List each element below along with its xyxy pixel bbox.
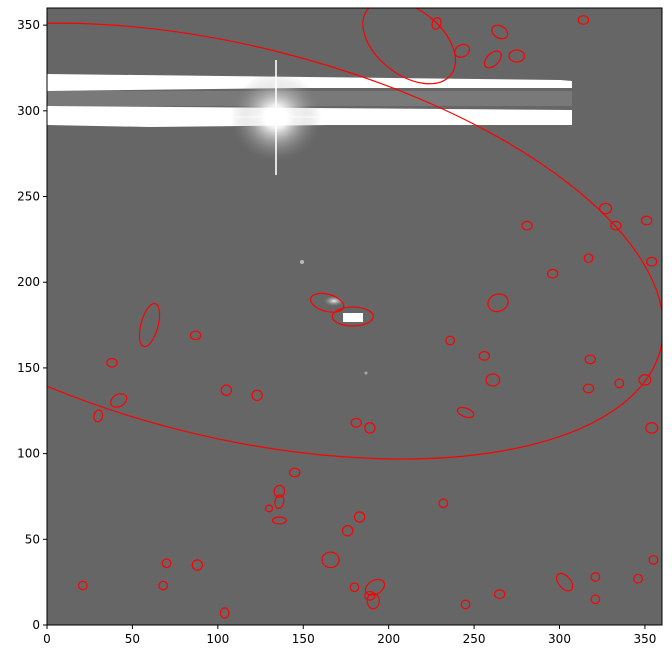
faint-point-source xyxy=(364,371,368,375)
source-ellipse xyxy=(610,220,622,231)
source-ellipse xyxy=(274,494,285,509)
source-ellipse xyxy=(309,292,345,313)
source-ellipse xyxy=(362,8,457,85)
source-ellipse xyxy=(485,373,501,387)
source-ellipse xyxy=(590,594,601,605)
source-ellipse xyxy=(106,357,118,368)
source-ellipse xyxy=(349,582,360,593)
source-ellipse xyxy=(431,17,442,30)
x-tick-label: 50 xyxy=(125,632,140,646)
source-ellipse xyxy=(454,43,471,58)
y-axis: 0 50 100 150 200 250 300 350 xyxy=(17,18,47,632)
source-ellipse xyxy=(364,422,376,434)
x-tick-label: 300 xyxy=(548,632,571,646)
source-ellipse xyxy=(583,253,594,264)
image-panel xyxy=(46,7,663,626)
source-ellipse xyxy=(220,384,233,396)
saturation-stripe-upper xyxy=(47,74,572,91)
source-ellipse xyxy=(546,268,559,279)
axes-frame xyxy=(46,7,663,626)
source-ellipse xyxy=(555,572,574,592)
source-ellipse xyxy=(582,383,595,394)
x-tick-label: 250 xyxy=(463,632,486,646)
x-tick-label: 100 xyxy=(206,632,229,646)
source-ellipse xyxy=(483,50,502,69)
source-ellipse xyxy=(288,467,301,478)
source-ellipse xyxy=(521,220,533,231)
source-ellipse xyxy=(478,351,491,361)
source-ellipse xyxy=(273,484,286,498)
y-tick-label: 50 xyxy=(25,532,40,546)
saturated-core xyxy=(343,313,363,322)
source-ellipse xyxy=(633,573,643,584)
source-ellipse xyxy=(491,24,509,40)
source-ellipse xyxy=(460,599,471,610)
source-ellipse xyxy=(445,335,456,346)
source-ellipse xyxy=(138,302,161,348)
x-tick-label: 0 xyxy=(43,632,51,646)
source-ellipse xyxy=(366,592,380,610)
source-ellipse xyxy=(110,393,128,408)
source-ellipse xyxy=(251,389,263,402)
y-tick-label: 250 xyxy=(17,190,40,204)
source-ellipse xyxy=(158,580,169,591)
source-ellipse xyxy=(645,422,659,434)
source-ellipse xyxy=(189,330,202,341)
source-ellipse xyxy=(191,559,204,571)
y-tick-label: 100 xyxy=(17,447,40,461)
source-ellipse xyxy=(599,202,613,215)
source-ellipse xyxy=(321,551,340,569)
y-tick-label: 150 xyxy=(17,361,40,375)
image-features xyxy=(47,8,662,619)
source-ellipse xyxy=(577,15,590,25)
source-ellipse xyxy=(456,406,475,419)
source-ellipse xyxy=(493,589,506,600)
y-tick-label: 0 xyxy=(32,618,40,632)
source-ellipse xyxy=(508,49,526,63)
y-tick-label: 300 xyxy=(17,104,40,118)
x-tick-label: 200 xyxy=(377,632,400,646)
source-ellipse xyxy=(93,409,104,423)
y-tick-label: 200 xyxy=(17,275,40,289)
source-ellipse xyxy=(364,590,376,601)
faint-point-source xyxy=(300,260,304,264)
source-ellipse xyxy=(271,516,287,525)
source-ellipse xyxy=(265,504,274,513)
y-tick-label: 350 xyxy=(17,18,40,32)
source-ellipse xyxy=(640,215,653,226)
source-ellipse xyxy=(438,498,449,509)
source-ellipse xyxy=(638,374,652,386)
source-ellipse xyxy=(219,607,230,619)
source-ellipse xyxy=(331,306,374,327)
source-ellipse xyxy=(161,558,172,569)
x-tick-label: 350 xyxy=(633,632,656,646)
source-ellipse xyxy=(47,22,662,460)
x-tick-label: 150 xyxy=(292,632,315,646)
source-ellipse xyxy=(614,378,625,389)
detected-sources xyxy=(47,8,662,619)
source-ellipse xyxy=(350,417,362,428)
source-ellipse xyxy=(78,580,88,591)
source-ellipse xyxy=(353,511,366,523)
source-ellipse xyxy=(487,293,509,313)
source-ellipse xyxy=(590,572,601,582)
x-axis: 0 50 100 150 200 250 300 350 xyxy=(43,625,656,646)
source-ellipse xyxy=(646,256,658,267)
source-ellipse xyxy=(584,354,596,365)
source-ellipse xyxy=(341,524,354,537)
source-ellipse xyxy=(648,554,659,565)
